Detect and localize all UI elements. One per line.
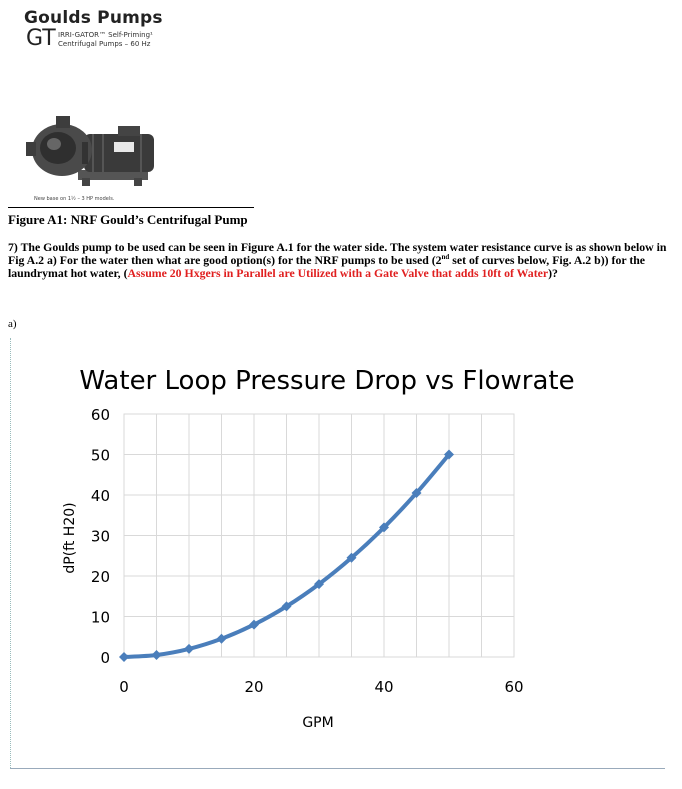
data-point-marker [184,643,194,654]
caption-rule [8,207,254,208]
data-point-marker [346,552,357,563]
x-axis-label: GPM [302,715,333,731]
x-tick-label: 0 [119,678,129,696]
question-highlight: Assume 20 Hxgers in Parallel are Utilize… [127,266,549,281]
chart-title: Water Loop Pressure Drop vs Flowrate [79,366,574,396]
x-tick-label: 20 [244,678,263,696]
part-label: a) [8,318,17,330]
y-tick-label: 10 [91,609,110,627]
data-point-marker [119,652,129,662]
y-tick-label: 20 [91,568,110,586]
question-part-2: set of curves below, Fig. A.2 b)) for th… [8,253,646,281]
question-text: 7) The Goulds pump to be used can be see… [8,240,674,281]
axis-ticks: 0 10 20 30 40 50 60 0 20 40 60 [91,406,524,696]
y-tick-label: 0 [100,649,110,667]
chart-grid [123,413,515,658]
data-point-marker [444,449,454,460]
series-layer [119,449,454,662]
question-superscript: nd [441,253,450,262]
x-tick-label: 60 [504,678,523,696]
data-point-marker [249,619,259,630]
question-part-1: 7) The Goulds pump to be used can be see… [8,240,667,268]
y-axis-label: dP(ft H20) [62,502,78,573]
photo-note: New base on 1½ – 3 HP models. [34,196,115,202]
chart-frame-bottom [10,768,665,769]
figure-caption: Figure A1: NRF Gould’s Centrifugal Pump [8,212,248,227]
y-tick-label: 30 [91,528,110,546]
series-line-2: Centrifugal Pumps – 60 Hz [58,40,151,48]
pump-photo [22,112,162,194]
data-point-marker [314,579,324,590]
data-point-marker [216,633,227,644]
y-tick-label: 60 [91,406,110,424]
data-point-marker [411,487,422,498]
series-line-1: IRRI-GATOR™ Self-Priming¹ [58,31,153,39]
y-tick-label: 50 [91,447,110,465]
y-tick-label: 40 [91,487,110,505]
x-tick-label: 40 [374,678,393,696]
data-point-marker [379,522,389,533]
brand-name: Goulds Pumps [24,8,163,28]
data-point-marker [151,649,162,660]
series-code: GT [26,26,56,51]
chart-frame-left [10,338,11,768]
question-part-3: )? [548,266,558,281]
data-point-marker [281,601,292,612]
